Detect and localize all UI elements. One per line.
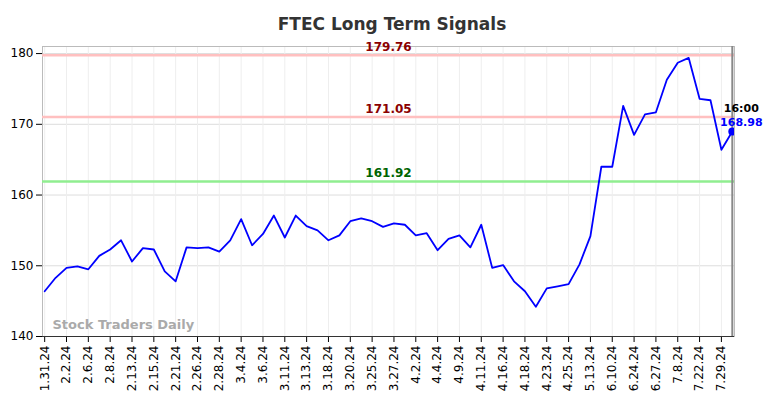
svg-text:3.20.24: 3.20.24 bbox=[343, 346, 357, 392]
svg-text:3.27.24: 3.27.24 bbox=[387, 346, 401, 392]
svg-text:6.10.24: 6.10.24 bbox=[605, 346, 619, 392]
svg-text:3.25.24: 3.25.24 bbox=[365, 346, 379, 392]
svg-text:150: 150 bbox=[11, 259, 34, 273]
svg-text:4.11.24: 4.11.24 bbox=[474, 346, 488, 392]
svg-text:161.92: 161.92 bbox=[365, 166, 411, 180]
svg-text:168.98: 168.98 bbox=[720, 116, 762, 129]
svg-text:3.18.24: 3.18.24 bbox=[321, 346, 335, 392]
svg-text:5.13.24: 5.13.24 bbox=[583, 346, 597, 392]
svg-text:3.11.24: 3.11.24 bbox=[278, 346, 292, 392]
svg-text:4.18.24: 4.18.24 bbox=[518, 346, 532, 392]
html-text:FTEC Long Term Signals: FTEC Long Term Signals bbox=[277, 14, 507, 34]
svg-text:2.26.24: 2.26.24 bbox=[190, 346, 204, 392]
svg-text:2.8.24: 2.8.24 bbox=[103, 346, 117, 384]
svg-text:Stock Traders Daily: Stock Traders Daily bbox=[53, 317, 195, 332]
svg-text:2.13.24: 2.13.24 bbox=[125, 346, 139, 392]
svg-text:6.27.24: 6.27.24 bbox=[649, 346, 663, 392]
svg-text:4.23.24: 4.23.24 bbox=[540, 346, 554, 392]
svg-text:1.31.24: 1.31.24 bbox=[38, 346, 52, 392]
svg-text:2.15.24: 2.15.24 bbox=[147, 346, 161, 392]
svg-text:160: 160 bbox=[11, 188, 34, 202]
svg-text:170: 170 bbox=[11, 117, 34, 131]
svg-text:2.6.24: 2.6.24 bbox=[81, 346, 95, 384]
svg-text:4.4.24: 4.4.24 bbox=[430, 346, 444, 384]
svg-text:7.29.24: 7.29.24 bbox=[714, 346, 728, 392]
svg-text:16:00: 16:00 bbox=[724, 102, 759, 115]
svg-text:3.4.24: 3.4.24 bbox=[234, 346, 248, 384]
svg-text:140: 140 bbox=[11, 329, 34, 343]
svg-text:4.25.24: 4.25.24 bbox=[561, 346, 575, 392]
svg-text:180: 180 bbox=[11, 46, 34, 60]
svg-text:7.8.24: 7.8.24 bbox=[671, 346, 685, 384]
svg-text:4.16.24: 4.16.24 bbox=[496, 346, 510, 392]
svg-text:2.21.24: 2.21.24 bbox=[169, 346, 183, 392]
svg-text:3.6.24: 3.6.24 bbox=[256, 346, 270, 384]
svg-text:2.2.24: 2.2.24 bbox=[59, 346, 73, 384]
svg-text:2.28.24: 2.28.24 bbox=[212, 346, 226, 392]
svg-text:6.24.24: 6.24.24 bbox=[627, 346, 641, 392]
svg-text:179.76: 179.76 bbox=[365, 40, 411, 54]
svg-text:7.22.24: 7.22.24 bbox=[692, 346, 706, 392]
svg-text:171.05: 171.05 bbox=[365, 102, 411, 116]
svg-text:3.13.24: 3.13.24 bbox=[299, 346, 313, 392]
svg-text:4.9.24: 4.9.24 bbox=[452, 346, 466, 384]
svg-text:4.2.24: 4.2.24 bbox=[409, 346, 423, 384]
